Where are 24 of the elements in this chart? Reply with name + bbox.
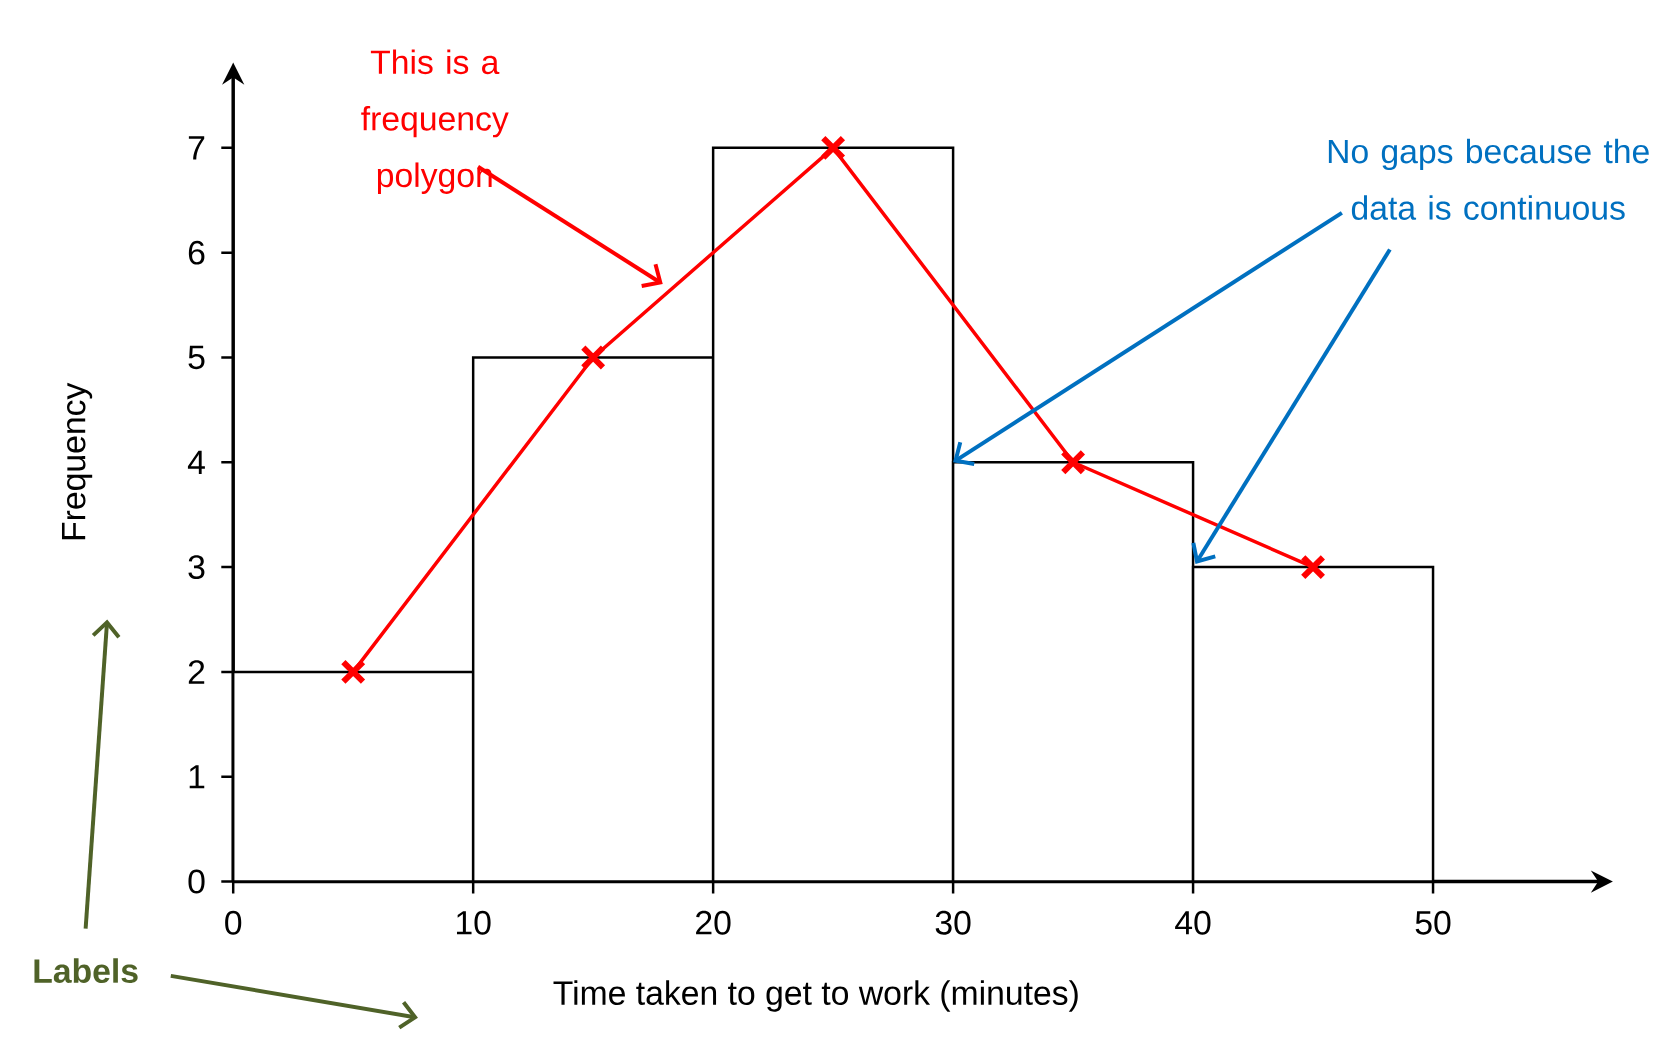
annotation: No gaps because the data is continuous (1328, 138, 1649, 220)
x-tick-label: 40 (1175, 910, 1211, 935)
y-tick-label: 2 (188, 660, 205, 684)
text: Labels (34, 958, 138, 983)
y-tick-label: 1 (189, 765, 205, 789)
y-tick-label: 0 (188, 869, 205, 894)
y-tick-label: 3 (188, 555, 205, 579)
x-tick-label: 30 (935, 910, 971, 935)
point (340, 659, 366, 685)
y-axis-title: Frequency (61, 382, 93, 540)
annotation: This is a frequency polygon (361, 49, 509, 194)
x-axis-title: Time taken to get to work (minutes) (553, 980, 1078, 1012)
point (820, 134, 846, 161)
point (1300, 554, 1326, 580)
point (1060, 449, 1086, 476)
x-tick-label: 20 (696, 910, 731, 935)
y-tick-label: 5 (188, 345, 205, 370)
x-tick-label: 50 (1415, 910, 1451, 935)
y-tick-label: 7 (188, 136, 205, 160)
x-tick-label: 10 (456, 910, 491, 935)
x-tick-label: 0 (225, 910, 242, 935)
y-tick-label: 6 (188, 240, 205, 265)
point (580, 344, 606, 371)
y-tick-label: 4 (187, 450, 205, 474)
